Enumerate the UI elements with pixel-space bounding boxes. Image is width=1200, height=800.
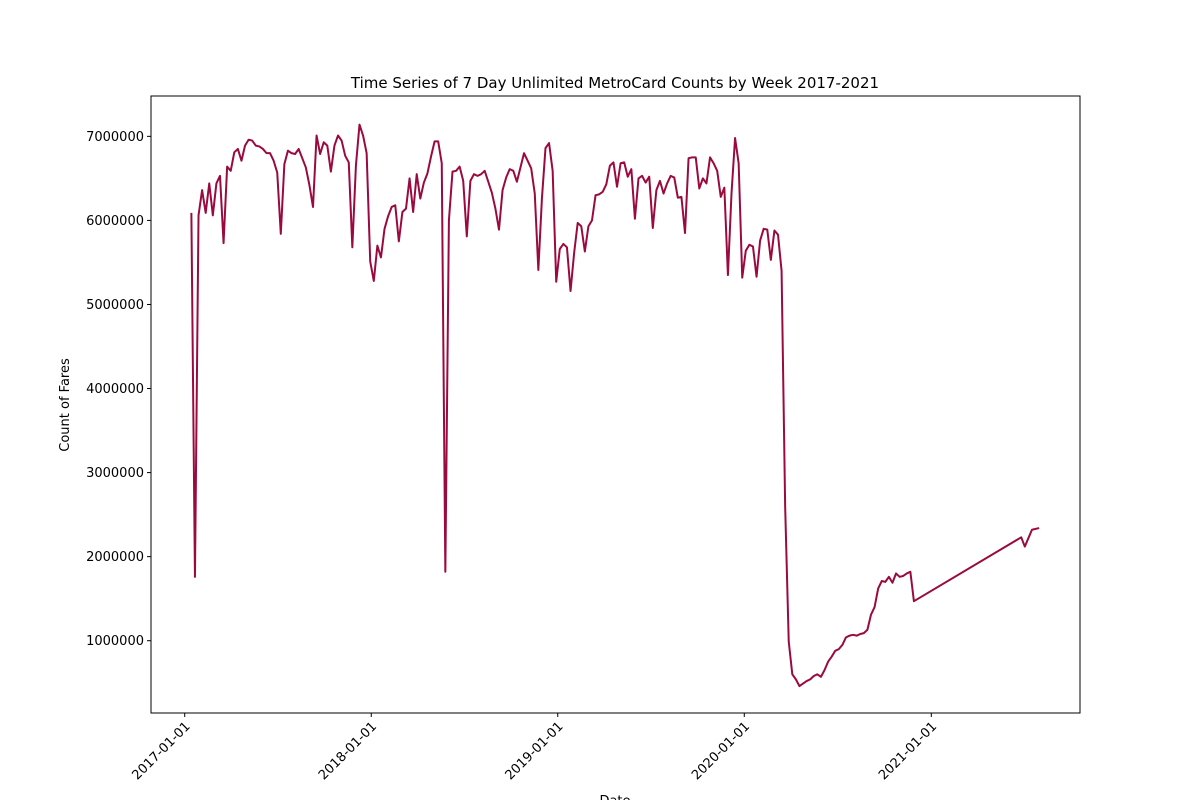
y-tick-label: 3000000 [86,466,144,481]
y-tick-label: 1000000 [86,634,144,649]
x-tick-label: 2018-01-01 [316,719,380,783]
y-tick-label: 5000000 [86,298,144,313]
x-tick-label: 2021-01-01 [876,719,940,783]
y-axis-label: Count of Fares [58,358,73,452]
chart-title: Time Series of 7 Day Unlimited MetroCard… [350,74,879,92]
x-tick-label: 2019-01-01 [503,719,567,783]
y-tick-label: 7000000 [86,130,144,145]
x-tick-label: 2020-01-01 [689,719,753,783]
x-axis-label: Date [599,794,630,800]
y-tick-label: 4000000 [86,382,144,397]
y-tick-label: 6000000 [86,214,144,229]
x-tick-label: 2017-01-01 [130,719,194,783]
y-tick-label: 2000000 [86,550,144,565]
data-line [190,123,1040,688]
plot-frame [150,95,1081,714]
